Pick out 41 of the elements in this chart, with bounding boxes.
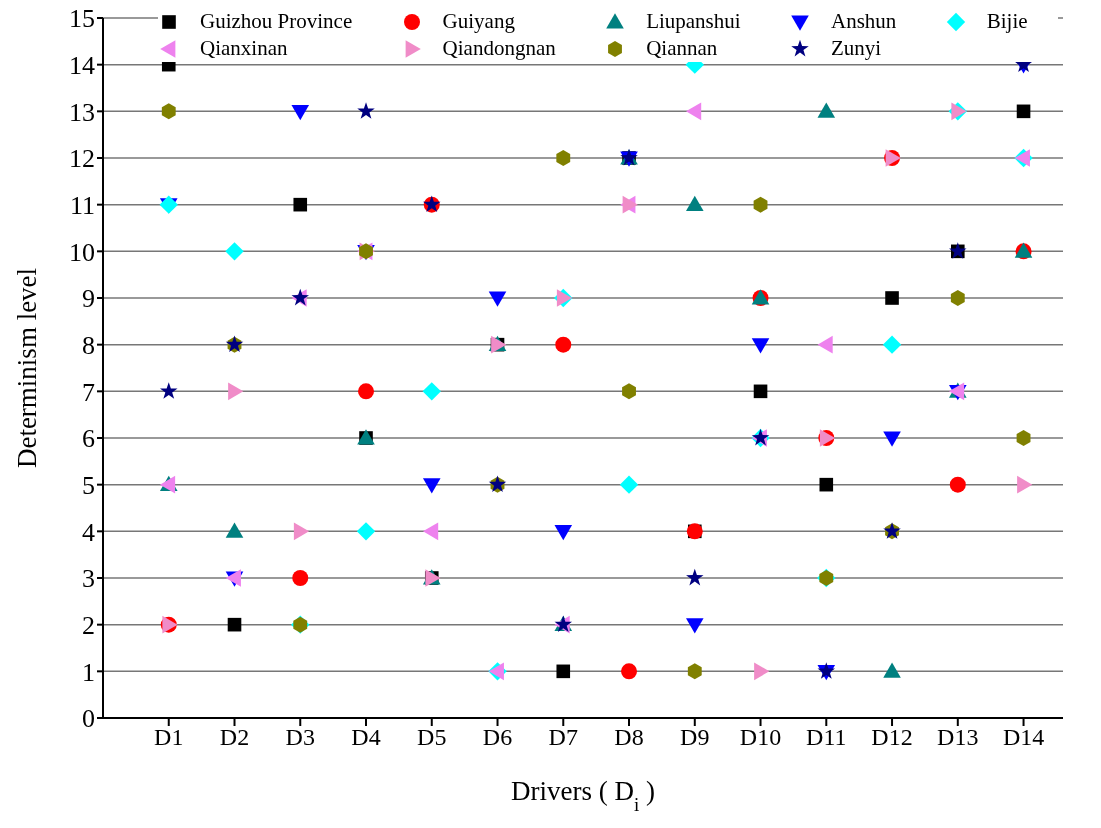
legend-label: Zunyi	[831, 35, 882, 62]
y-tick-label: 12	[69, 144, 95, 174]
y-tick-label: 6	[82, 424, 95, 454]
x-tick-label: D6	[482, 724, 513, 751]
x-tick-label: D14	[1002, 724, 1045, 751]
legend-label: Guiyang	[442, 8, 515, 35]
legend-label: Qianxinan	[200, 35, 288, 62]
x-tick-label: D7	[548, 724, 578, 751]
x-tick-label: D3	[285, 724, 315, 751]
x-tick-label: D1	[154, 724, 184, 751]
legend-label: Guizhou Province	[200, 8, 353, 35]
x-tick-label: D2	[219, 724, 250, 751]
legend-label: Qiandongnan	[442, 35, 556, 62]
y-tick-label: 5	[82, 470, 95, 500]
legend-label: Qiannan	[646, 35, 718, 62]
x-axis-title: Drivers ( D$_{i}$ )	[511, 776, 655, 815]
y-axis-title: Determinism level	[11, 267, 42, 469]
y-tick-label: 13	[69, 97, 95, 127]
x-tick-label: D13	[937, 724, 979, 751]
legend-label: Liupanshui	[646, 8, 741, 35]
x-tick-label: D11	[806, 724, 847, 751]
x-tick-label: D5	[417, 724, 447, 751]
legend-label: Bijie	[986, 8, 1028, 35]
y-tick-label: 0	[82, 704, 95, 734]
y-tick-label: 4	[82, 517, 95, 547]
y-tick-label: 15	[69, 4, 95, 34]
y-tick-label: 9	[82, 284, 95, 314]
x-tick-label: D4	[351, 724, 381, 751]
x-tick-label: D12	[871, 724, 913, 751]
y-tick-label: 10	[69, 237, 95, 267]
x-tick-label: D10	[739, 724, 782, 751]
y-tick-label: 7	[82, 377, 95, 407]
y-tick-label: 1	[82, 657, 95, 687]
x-tick-label: D9	[680, 724, 710, 751]
legend-label: Anshun	[831, 8, 897, 35]
y-tick-label: 14	[69, 50, 95, 80]
y-tick-label: 3	[82, 564, 95, 594]
y-tick-label: 2	[82, 610, 95, 640]
y-tick-label: 11	[69, 190, 95, 220]
y-tick-label: 8	[82, 330, 95, 360]
x-tick-label: D8	[614, 724, 644, 751]
